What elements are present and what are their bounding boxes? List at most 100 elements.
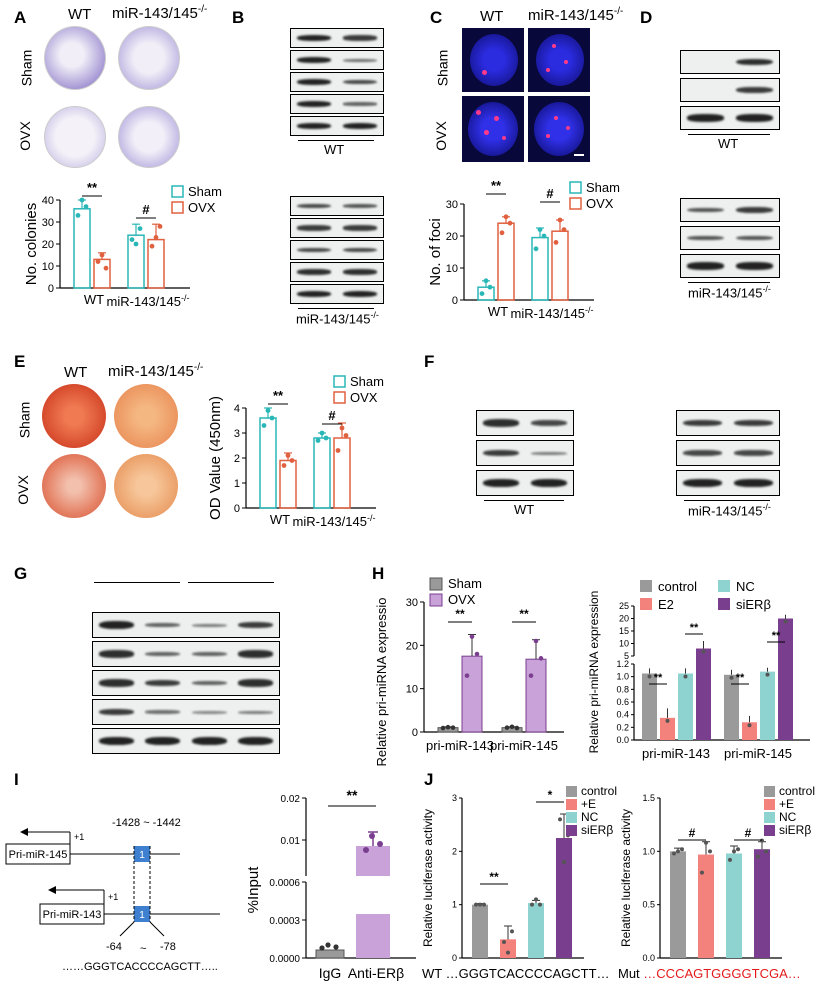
y-tick-label: 20	[446, 231, 458, 243]
blot-strip	[680, 78, 780, 102]
band	[145, 651, 181, 657]
gene-label: Pri-miR-143	[43, 909, 102, 921]
y-tick-label: 0.02	[281, 794, 301, 805]
band	[296, 34, 332, 42]
y-tick-label: 4	[234, 403, 240, 415]
data-point	[289, 458, 295, 463]
band	[296, 78, 332, 86]
col-header-wt: WT	[480, 8, 504, 25]
blot-strip	[290, 116, 384, 136]
row-label-sham: Sham	[18, 49, 35, 87]
legend-swatch-ovx	[333, 391, 346, 404]
legend-swatch	[640, 580, 652, 592]
y-tick-label: 20	[42, 239, 54, 251]
data-point	[261, 423, 267, 428]
data-point	[732, 849, 736, 854]
data-point	[647, 674, 652, 679]
data-point	[503, 214, 509, 220]
data-point	[478, 902, 482, 907]
bar	[696, 648, 711, 740]
data-point	[319, 945, 325, 951]
data-point	[534, 897, 538, 902]
band	[191, 736, 227, 746]
blot-strip	[290, 72, 384, 92]
binding-site-box	[134, 846, 150, 862]
band	[191, 623, 227, 627]
band	[296, 247, 332, 253]
y-tick-label: 3	[234, 428, 240, 440]
sig-label: **	[519, 607, 529, 621]
blot-strip	[92, 728, 280, 754]
y-tick-label: 0	[234, 503, 240, 515]
alizarin-dish-wt-sham	[42, 384, 106, 448]
blot-strip	[92, 641, 280, 667]
alizarin-dish-wt-ovx	[42, 454, 106, 518]
foci-image-ko-sham	[528, 28, 590, 92]
data-point	[783, 619, 788, 624]
data-point	[333, 944, 339, 950]
data-point	[765, 672, 770, 677]
blot-strip	[290, 196, 384, 216]
bar	[742, 722, 757, 740]
blot-strip	[290, 50, 384, 70]
y-tick-label: 20	[406, 640, 418, 652]
data-point	[487, 284, 493, 290]
data-point	[129, 237, 135, 242]
blot-strip	[676, 440, 780, 466]
y-tick-label: 0.2	[616, 722, 629, 732]
binding-site-label: 1	[139, 850, 145, 861]
bar	[556, 838, 572, 958]
data-point	[528, 673, 534, 678]
x-label: pri-miR-145	[724, 746, 792, 761]
bar	[724, 674, 739, 740]
colony-dish-wt-sham	[44, 26, 106, 90]
band	[145, 710, 181, 714]
group-label: miR-143/145-/-	[688, 284, 771, 301]
data-point	[103, 265, 109, 271]
legend-label: control	[779, 784, 815, 798]
bar	[315, 949, 345, 959]
bar	[531, 236, 549, 301]
bar	[660, 717, 675, 740]
legend-label-sham: Sham	[586, 180, 620, 195]
y-tick-label: 3	[452, 793, 457, 803]
data-point	[502, 940, 506, 944]
band	[734, 478, 773, 488]
bar	[356, 914, 390, 958]
panel-label-f: F	[424, 352, 435, 371]
group-underline	[684, 500, 770, 501]
band	[482, 478, 520, 488]
group-underline	[94, 582, 180, 583]
y-tick-label: 10	[406, 684, 418, 696]
col-header-ko: miR-143/145-/-	[528, 6, 624, 24]
band	[683, 419, 722, 427]
y-tick-label: 30	[446, 199, 458, 211]
data-point	[680, 847, 684, 852]
data-point	[530, 902, 534, 907]
y-tick-label: 0.8	[616, 684, 629, 694]
y-tick-label: 0.0	[642, 953, 655, 963]
data-point	[323, 435, 329, 441]
y-tick-label: 0.01	[281, 836, 301, 847]
data-point	[538, 656, 544, 661]
bar	[760, 671, 775, 740]
legend-swatch-ovx	[171, 201, 184, 214]
band	[98, 650, 134, 658]
data-point	[683, 674, 688, 679]
y-tick-label: 40	[42, 195, 54, 207]
col-header-ko: miR-143/145-/-	[112, 4, 208, 22]
panel-label-a: A	[14, 8, 27, 27]
bar	[528, 903, 544, 958]
data-point	[474, 651, 480, 657]
foci-image-wt-ovx	[462, 96, 524, 162]
chart-h-left: 0 10 20 30 Relative pri-miRNA expressio ** pri…	[374, 576, 564, 767]
panel-label-b: B	[232, 8, 245, 27]
y-tick-label: 10	[42, 261, 54, 273]
colony-dish-ko-sham	[118, 26, 180, 90]
data-point	[79, 197, 85, 203]
data-point	[285, 453, 291, 458]
band	[296, 225, 332, 231]
data-point	[95, 259, 101, 264]
y-tick-label: 1	[452, 900, 457, 910]
data-point	[315, 438, 321, 443]
